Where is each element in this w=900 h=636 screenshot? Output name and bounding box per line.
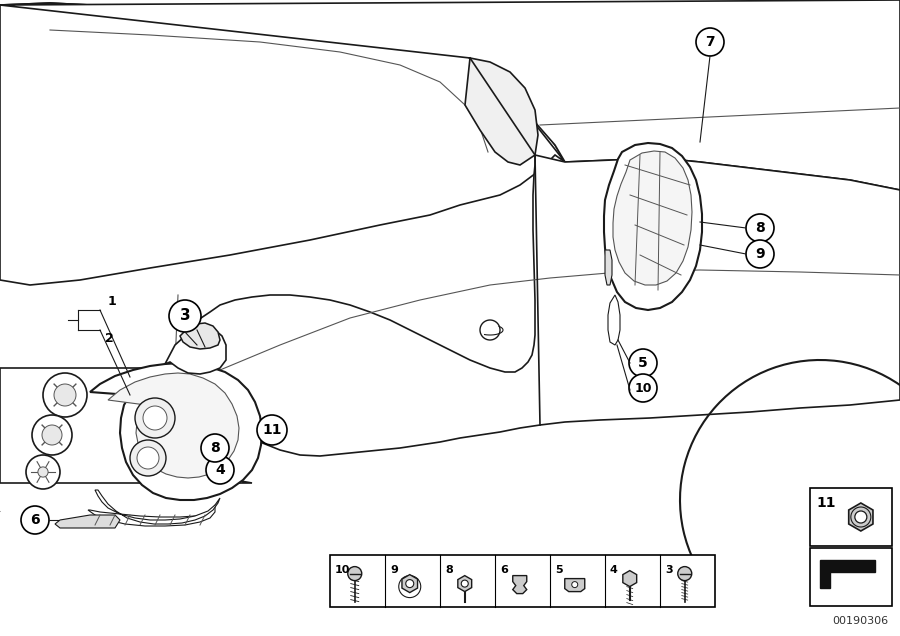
Circle shape: [26, 455, 60, 489]
Polygon shape: [605, 250, 612, 285]
Polygon shape: [513, 576, 526, 593]
Polygon shape: [108, 373, 239, 478]
Polygon shape: [458, 576, 472, 591]
Polygon shape: [55, 515, 120, 528]
Circle shape: [480, 320, 500, 340]
Polygon shape: [402, 574, 418, 593]
Text: 3: 3: [180, 308, 190, 324]
Circle shape: [130, 440, 166, 476]
Text: 4: 4: [215, 463, 225, 477]
Text: 2: 2: [105, 332, 113, 345]
Polygon shape: [608, 295, 620, 345]
Text: 4: 4: [610, 565, 618, 575]
Circle shape: [696, 28, 724, 56]
Polygon shape: [88, 505, 215, 526]
Text: 11: 11: [262, 423, 282, 437]
Circle shape: [201, 434, 229, 462]
Circle shape: [143, 406, 167, 430]
Text: 10: 10: [634, 382, 652, 394]
Text: 8: 8: [755, 221, 765, 235]
Circle shape: [572, 581, 578, 588]
Text: 10: 10: [335, 565, 350, 575]
Bar: [810, 488, 892, 546]
Polygon shape: [90, 363, 262, 500]
Text: 6: 6: [500, 565, 508, 575]
Text: 1: 1: [108, 295, 117, 308]
Circle shape: [137, 447, 159, 469]
Text: 9: 9: [755, 247, 765, 261]
Circle shape: [347, 567, 362, 581]
Text: 6: 6: [31, 513, 40, 527]
Text: 5: 5: [638, 356, 648, 370]
Polygon shape: [849, 503, 873, 531]
Circle shape: [629, 374, 657, 402]
Circle shape: [54, 384, 76, 406]
Polygon shape: [0, 368, 252, 483]
Circle shape: [461, 580, 468, 587]
Circle shape: [169, 300, 201, 332]
Circle shape: [206, 456, 234, 484]
Polygon shape: [820, 560, 875, 588]
Bar: [810, 548, 892, 606]
Circle shape: [257, 415, 287, 445]
Circle shape: [135, 398, 175, 438]
Text: 11: 11: [816, 496, 835, 510]
Circle shape: [629, 349, 657, 377]
Text: 8: 8: [445, 565, 453, 575]
Text: 3: 3: [665, 565, 672, 575]
Polygon shape: [623, 570, 636, 586]
Circle shape: [855, 511, 867, 523]
Text: 8: 8: [210, 441, 220, 455]
Polygon shape: [0, 0, 900, 190]
Text: 5: 5: [555, 565, 562, 575]
Circle shape: [746, 214, 774, 242]
Text: 9: 9: [390, 565, 398, 575]
Polygon shape: [180, 323, 220, 349]
Circle shape: [42, 425, 62, 445]
Circle shape: [43, 373, 87, 417]
Polygon shape: [95, 490, 220, 524]
Circle shape: [746, 240, 774, 268]
Circle shape: [38, 467, 48, 477]
Polygon shape: [565, 579, 585, 591]
Circle shape: [678, 567, 692, 581]
Polygon shape: [604, 143, 702, 310]
Text: 00190306: 00190306: [832, 616, 888, 626]
Polygon shape: [0, 3, 565, 285]
Polygon shape: [165, 328, 226, 374]
Text: 7: 7: [706, 35, 715, 49]
Polygon shape: [613, 151, 692, 285]
Polygon shape: [465, 58, 538, 165]
Circle shape: [406, 579, 414, 588]
Circle shape: [21, 506, 49, 534]
Polygon shape: [175, 155, 900, 456]
Bar: [330, 555, 715, 607]
Circle shape: [32, 415, 72, 455]
